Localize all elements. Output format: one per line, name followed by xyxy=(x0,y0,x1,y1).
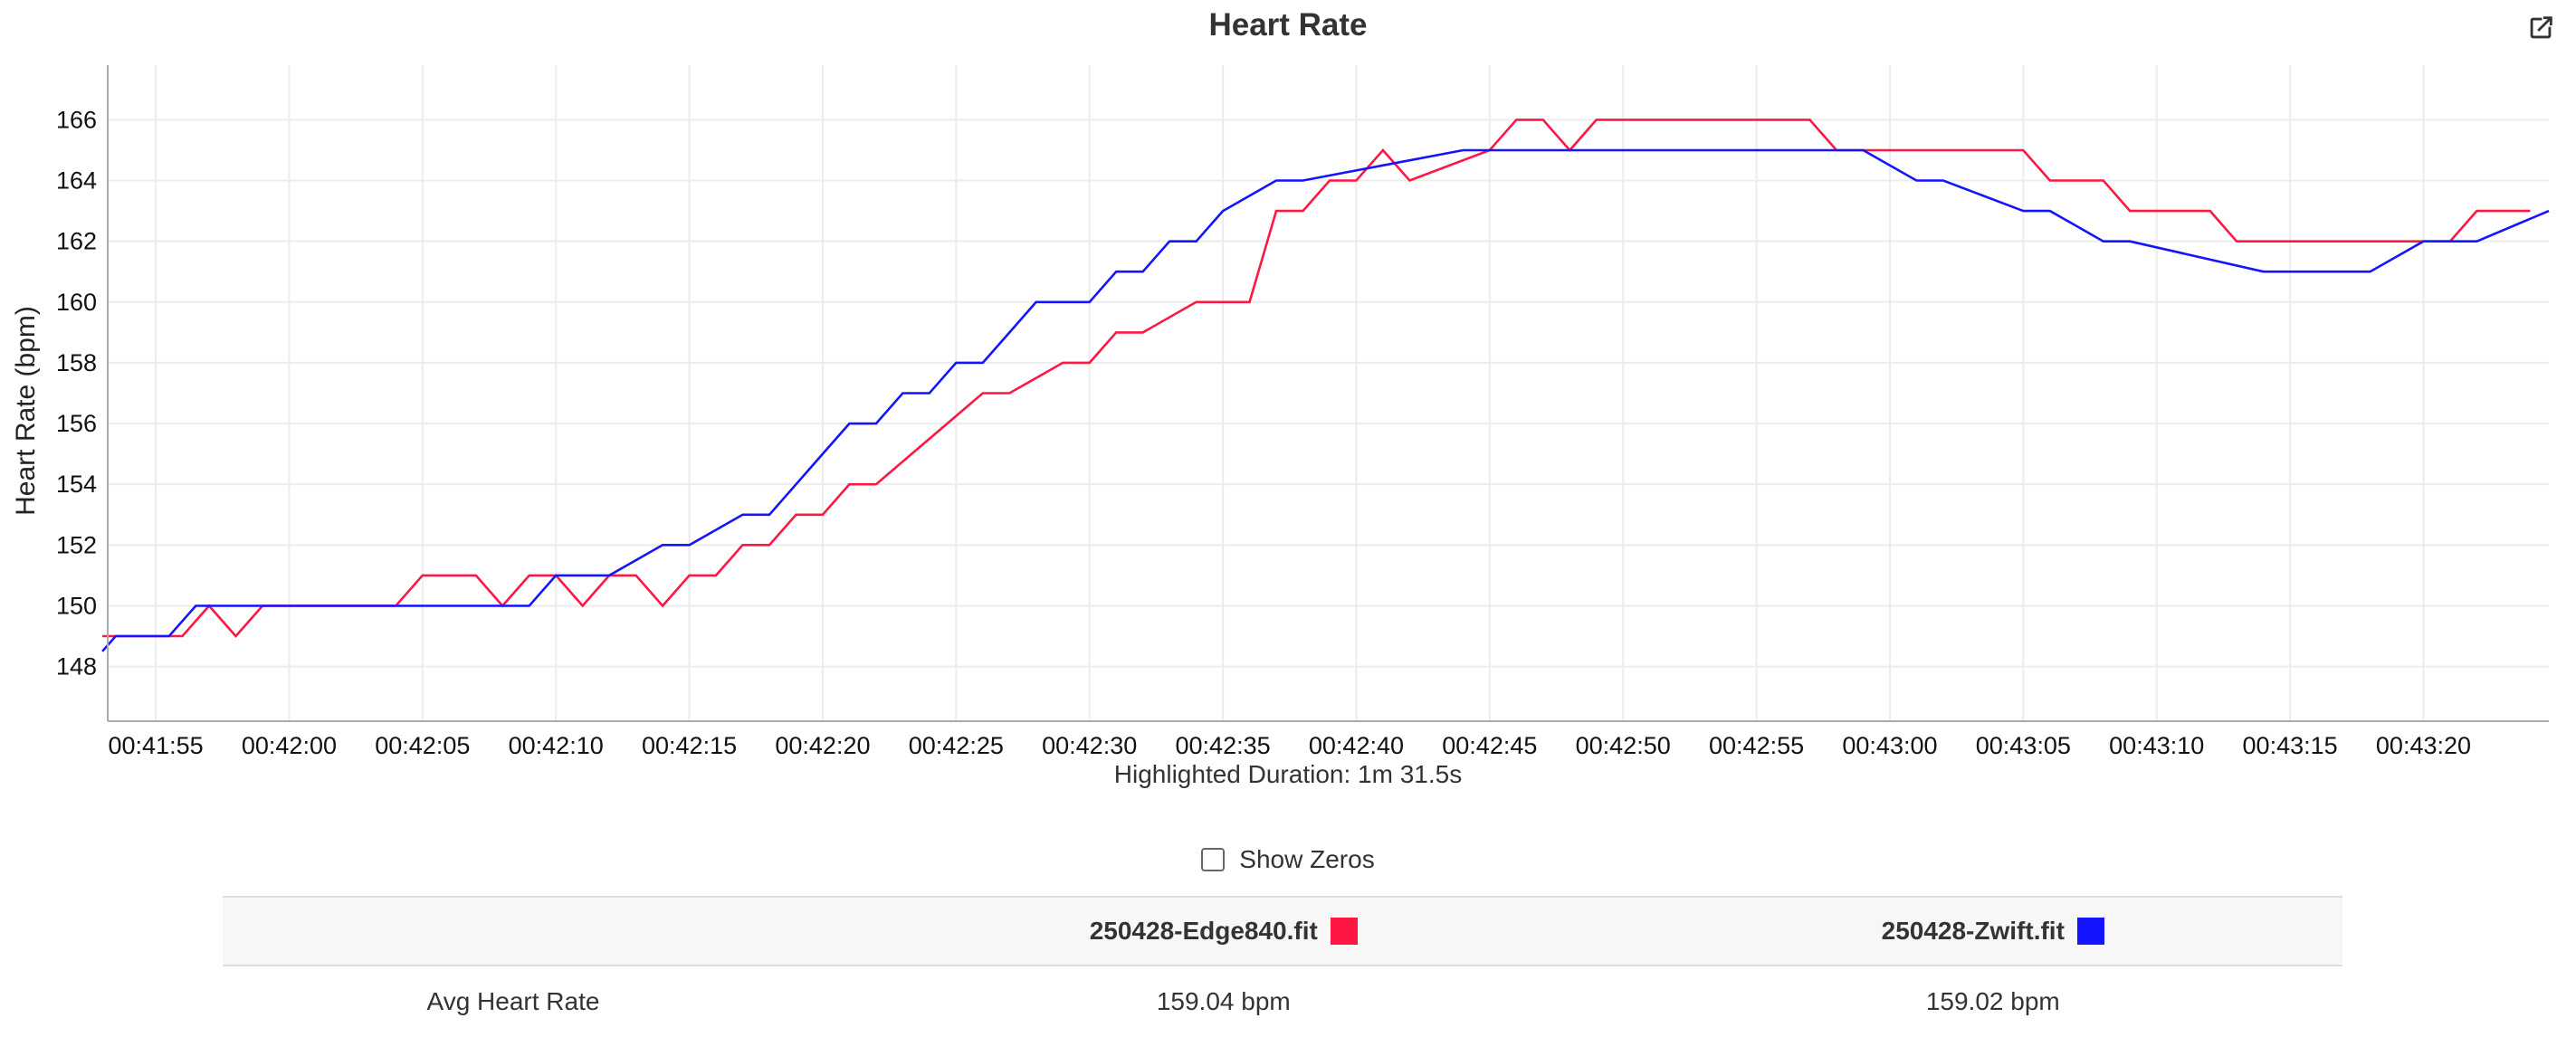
y-tick-label: 150 xyxy=(56,592,97,619)
y-axis-ticks: 148 150 152 154 156 158 160 162 164 166 xyxy=(56,106,97,680)
show-zeros-checkbox[interactable] xyxy=(1201,848,1226,871)
stats-row-label: Avg Heart Rate xyxy=(426,987,600,1015)
y-tick-label: 162 xyxy=(56,228,97,255)
stats-row-avg-heart-rate: Avg Heart Rate 159.04 bpm 159.02 bpm xyxy=(223,966,2342,1037)
y-tick-label: 160 xyxy=(56,289,97,316)
x-tick-label: 00:42:05 xyxy=(375,732,470,759)
file-2-avg-value: 159.02 bpm xyxy=(1925,987,2060,1015)
x-tick-label: 00:42:40 xyxy=(1309,732,1404,759)
y-tick-label: 166 xyxy=(56,106,97,133)
stats-header-empty xyxy=(223,896,804,966)
y-tick-label: 156 xyxy=(56,410,97,437)
series-line-1[interactable] xyxy=(102,119,2531,638)
external-edit-icon[interactable] xyxy=(2525,13,2556,43)
stats-header-row: 250428-Edge840.fit 250428-Zwift.fit xyxy=(223,896,2342,966)
y-tick-label: 158 xyxy=(56,349,97,376)
stats-header-file-1: 250428-Edge840.fit xyxy=(804,896,1644,966)
x-tick-label: 00:43:15 xyxy=(2243,732,2338,759)
y-tick-label: 164 xyxy=(56,167,97,195)
x-tick-label: 00:42:00 xyxy=(242,732,337,759)
x-tick-label: 00:43:10 xyxy=(2109,732,2204,759)
file-2-color-swatch xyxy=(2076,918,2104,945)
x-tick-label: 00:42:45 xyxy=(1442,732,1537,759)
show-zeros-control[interactable]: Show Zeros xyxy=(0,845,2576,874)
x-tick-label: 00:42:15 xyxy=(642,732,737,759)
chart-title: Heart Rate xyxy=(1208,7,1368,43)
y-tick-label: 154 xyxy=(56,471,97,498)
x-tick-label: 00:42:50 xyxy=(1576,732,1671,759)
file-1-avg-value: 159.04 bpm xyxy=(1156,987,1291,1015)
series-line-2[interactable] xyxy=(101,148,2550,652)
y-tick-label: 148 xyxy=(56,653,97,680)
y-axis-title: Heart Rate (bpm) xyxy=(11,306,41,516)
x-tick-label: 00:41:55 xyxy=(109,732,204,759)
x-tick-label: 00:42:35 xyxy=(1176,732,1271,759)
stats-table: 250428-Edge840.fit 250428-Zwift.fit Avg … xyxy=(223,896,2342,1037)
file-1-name: 250428-Edge840.fit xyxy=(1089,917,1318,945)
file-2-name: 250428-Zwift.fit xyxy=(1881,917,2065,945)
y-tick-label: 152 xyxy=(56,531,97,558)
show-zeros-label: Show Zeros xyxy=(1239,845,1375,873)
x-tick-label: 00:42:25 xyxy=(909,732,1004,759)
x-tick-label: 00:43:05 xyxy=(1976,732,2071,759)
x-tick-label: 00:42:55 xyxy=(1709,732,1804,759)
chart-grid xyxy=(108,65,2549,721)
x-tick-label: 00:42:30 xyxy=(1042,732,1137,759)
highlighted-duration: Highlighted Duration: 1m 31.5s xyxy=(1113,760,1463,788)
file-1-color-swatch xyxy=(1330,918,1358,945)
x-tick-label: 00:43:00 xyxy=(1842,732,1937,759)
x-tick-label: 00:43:20 xyxy=(2376,732,2471,759)
chart-series xyxy=(101,119,2550,652)
x-tick-label: 00:42:10 xyxy=(509,732,604,759)
stats-header-file-2: 250428-Zwift.fit xyxy=(1643,896,2342,966)
x-axis-ticks: 00:41:55 00:42:00 00:42:05 00:42:10 00:42:15… xyxy=(109,732,2472,759)
x-tick-label: 00:42:20 xyxy=(775,732,870,759)
